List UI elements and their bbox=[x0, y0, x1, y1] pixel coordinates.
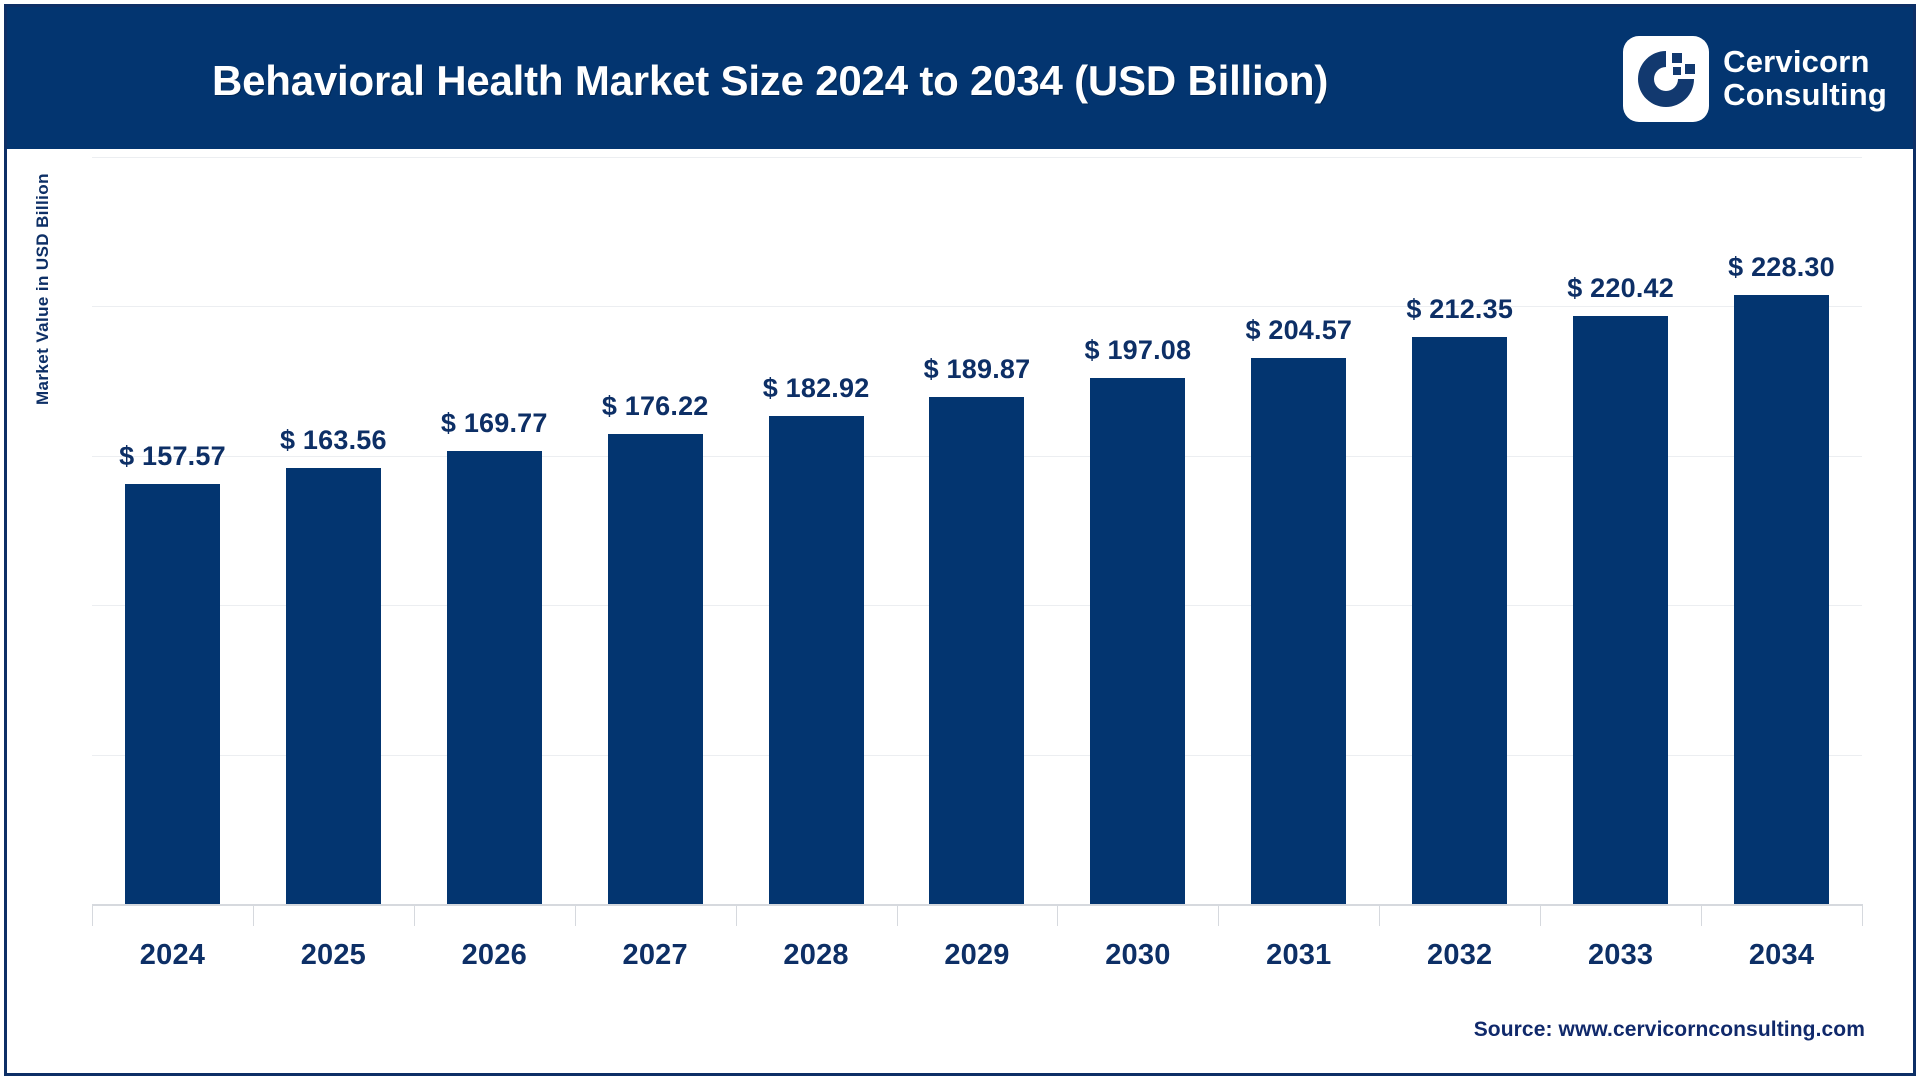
bar-rect[interactable] bbox=[1251, 358, 1347, 904]
x-axis-label: 2024 bbox=[139, 939, 206, 971]
x-axis-label: 2028 bbox=[783, 939, 849, 971]
x-axis-label: 2033 bbox=[1587, 939, 1654, 971]
x-axis-line bbox=[92, 904, 1862, 906]
bar-value-label: $ 157.57 bbox=[119, 440, 226, 471]
bar-rect[interactable] bbox=[1573, 315, 1669, 904]
brand-name: Cervicorn Consulting bbox=[1723, 46, 1887, 111]
brand-name-line1: Cervicorn bbox=[1723, 44, 1870, 80]
x-axis-label: 2034 bbox=[1748, 939, 1815, 971]
page-title: Behavioral Health Market Size 2024 to 20… bbox=[212, 57, 1329, 104]
bar-series: $ 157.57 $ 163.56 $ 169.77 $ 176.22 $ 182.92… bbox=[92, 157, 1862, 904]
bar-value-label: $ 169.77 bbox=[440, 408, 548, 439]
x-axis-tick bbox=[574, 904, 576, 926]
bar-rect[interactable] bbox=[768, 416, 864, 904]
bar-rect[interactable] bbox=[607, 433, 703, 904]
bar-group[interactable]: $ 157.57 bbox=[92, 157, 252, 904]
bar-value-label: $ 197.08 bbox=[1084, 335, 1192, 366]
bar-value-label: $ 220.42 bbox=[1567, 272, 1674, 303]
bar-value-label: $ 176.22 bbox=[601, 390, 709, 421]
plot-container: Market Value in USD Billion $ 157.57 $ 16… bbox=[7, 149, 1913, 1073]
x-axis-tick bbox=[1057, 904, 1059, 926]
x-axis-tick bbox=[896, 904, 898, 926]
bar-group[interactable]: $ 189.87 bbox=[897, 157, 1057, 904]
x-axis-label: 2025 bbox=[300, 939, 367, 971]
x-axis-label: 2026 bbox=[461, 939, 527, 971]
gridline bbox=[92, 157, 1862, 158]
x-axis-tick bbox=[92, 904, 93, 926]
x-axis-label: 2027 bbox=[622, 939, 688, 971]
bar-rect[interactable] bbox=[929, 397, 1025, 904]
bar-group[interactable]: $ 182.92 bbox=[736, 157, 896, 904]
bar-rect[interactable] bbox=[1090, 378, 1186, 904]
x-axis-label: 2032 bbox=[1427, 939, 1493, 971]
gridline bbox=[92, 306, 1862, 308]
x-axis-label: 2031 bbox=[1266, 939, 1332, 971]
bar-group[interactable]: $ 197.08 bbox=[1058, 157, 1218, 904]
brand-name-line2: Consulting bbox=[1723, 77, 1887, 112]
x-axis-tick bbox=[1701, 904, 1703, 926]
bar-value-label: $ 204.57 bbox=[1245, 315, 1353, 346]
bar-group[interactable]: $ 169.77 bbox=[414, 157, 574, 904]
bar-value-label: $ 182.92 bbox=[762, 373, 870, 403]
x-axis-label: 2030 bbox=[1105, 939, 1171, 971]
x-axis-tick bbox=[1379, 904, 1381, 926]
x-axis-labels: 2024 2025 2026 2027 2028 2029 2030 2031 2032 2033… bbox=[92, 939, 1862, 972]
x-axis-tick bbox=[413, 904, 415, 926]
x-axis-tick bbox=[1218, 904, 1220, 926]
bar-group[interactable]: $ 228.30 bbox=[1702, 157, 1862, 904]
x-axis-ticks bbox=[92, 904, 1863, 934]
bar-value-label: $ 228.30 bbox=[1728, 251, 1835, 282]
x-axis-tick bbox=[735, 904, 737, 926]
bar-rect[interactable] bbox=[285, 467, 381, 904]
x-axis-tick bbox=[1540, 904, 1542, 926]
plot-area: $ 157.57 $ 163.56 $ 169.77 $ 176.22 $ 182.92… bbox=[92, 157, 1862, 906]
x-axis-tick bbox=[252, 904, 254, 926]
bar-group[interactable]: $ 204.57 bbox=[1219, 157, 1379, 904]
bar-rect[interactable] bbox=[446, 451, 542, 904]
bar-value-label: $ 189.87 bbox=[923, 354, 1031, 385]
source-note: Source: www.cervicornconsulting.com bbox=[1473, 1018, 1865, 1041]
x-axis-label: 2029 bbox=[944, 939, 1010, 971]
bar-group[interactable]: $ 220.42 bbox=[1541, 157, 1701, 904]
bar-group[interactable]: $ 212.35 bbox=[1380, 157, 1540, 904]
bar-group[interactable]: $ 163.56 bbox=[253, 157, 413, 904]
chart-figure: Behavioral Health Market Size 2024 to 20… bbox=[4, 4, 1916, 1076]
bar-rect[interactable] bbox=[1734, 294, 1830, 904]
bar-value-label: $ 212.35 bbox=[1406, 294, 1514, 325]
bar-group[interactable]: $ 176.22 bbox=[575, 157, 735, 904]
cervicorn-c-mark-icon bbox=[1623, 36, 1710, 122]
y-axis-title: Market Value in USD Billion bbox=[33, 173, 52, 405]
brand-logo: Cervicorn Consulting bbox=[1623, 29, 1887, 129]
x-axis-tick bbox=[1862, 904, 1863, 926]
bar-value-label: $ 163.56 bbox=[280, 424, 387, 455]
bar-rect[interactable] bbox=[124, 483, 220, 904]
bar-rect[interactable] bbox=[1412, 337, 1508, 904]
header-bar: Behavioral Health Market Size 2024 to 20… bbox=[7, 7, 1913, 149]
